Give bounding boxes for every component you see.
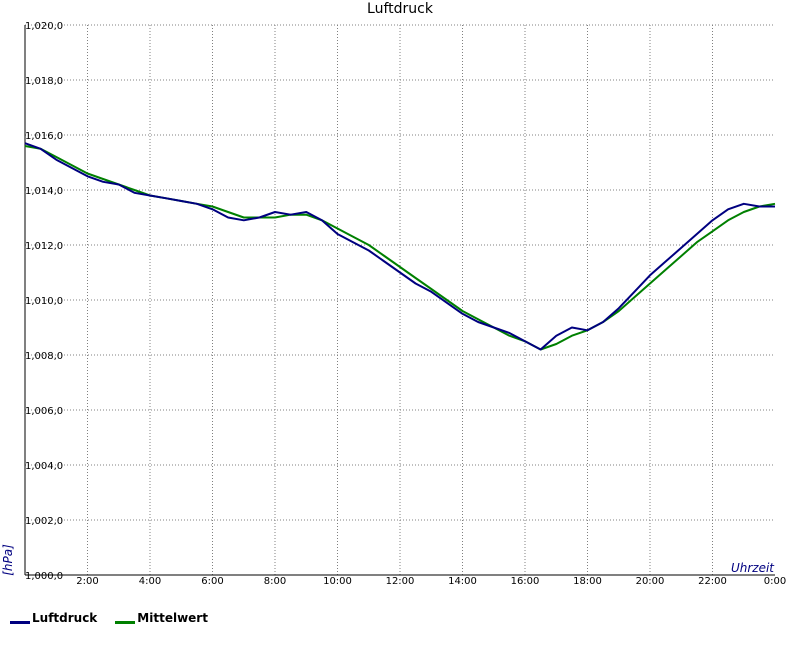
pressure-chart: Luftdruck 1,000,01,002,01,004,01,006,01,…: [1, 1, 786, 587]
x-tick-label: 2:00: [76, 576, 98, 587]
chart-grid: [25, 24, 775, 575]
chart-axes: [24, 25, 775, 576]
legend-swatch-luftdruck: [10, 620, 30, 624]
x-tick-label: 18:00: [573, 576, 602, 587]
chart-series: [24, 142, 776, 351]
legend-item-luftdruck: Luftdruck: [10, 611, 97, 625]
y-tick-label: 1,018,0: [25, 76, 63, 87]
x-tick-label: 12:00: [386, 576, 415, 587]
x-tick-label: 6:00: [201, 576, 223, 587]
x-tick-label: 20:00: [636, 576, 665, 587]
y-tick-label: 1,000,0: [25, 571, 63, 582]
legend-swatch-mittelwert: [115, 620, 136, 624]
y-tick-label: 1,006,0: [25, 406, 63, 417]
y-tick-label: 1,004,0: [25, 461, 63, 472]
legend-item-mittelwert: Mittelwert: [115, 611, 208, 625]
x-axis-ticks: 2:00 4:00 6:00 8:00 10:00 12:00 14:00 16:00 18:0…: [76, 576, 786, 587]
y-tick-label: 1,010,0: [25, 296, 63, 307]
x-tick-label: 0:00: [764, 576, 786, 587]
x-tick-label: 4:00: [139, 576, 161, 587]
y-tick-label: 1,016,0: [25, 131, 63, 142]
x-tick-label: 8:00: [264, 576, 286, 587]
y-axis-label: [hPa]: [1, 544, 15, 576]
y-tick-label: 1,012,0: [25, 241, 63, 252]
x-axis-label: Uhrzeit: [731, 561, 775, 575]
chart-title: Luftdruck: [367, 1, 434, 17]
legend-label-luftdruck: Luftdruck: [32, 611, 98, 625]
chart-legend: Luftdruck Mittelwert: [10, 608, 226, 628]
y-tick-label: 1,008,0: [25, 351, 63, 362]
series-line-luftdruck: [24, 142, 775, 351]
y-tick-label: 1,014,0: [25, 186, 63, 197]
y-tick-label: 1,020,0: [25, 21, 63, 32]
x-tick-label: 22:00: [698, 576, 727, 587]
x-tick-label: 10:00: [323, 576, 352, 587]
y-axis-ticks: 1,000,0 1,002,0 1,004,0 1,006,0 1,008,0 1,010…: [25, 21, 63, 582]
x-tick-label: 14:00: [448, 576, 477, 587]
x-tick-label: 16:00: [511, 576, 540, 587]
legend-label-mittelwert: Mittelwert: [137, 611, 208, 625]
y-tick-label: 1,002,0: [25, 516, 63, 527]
